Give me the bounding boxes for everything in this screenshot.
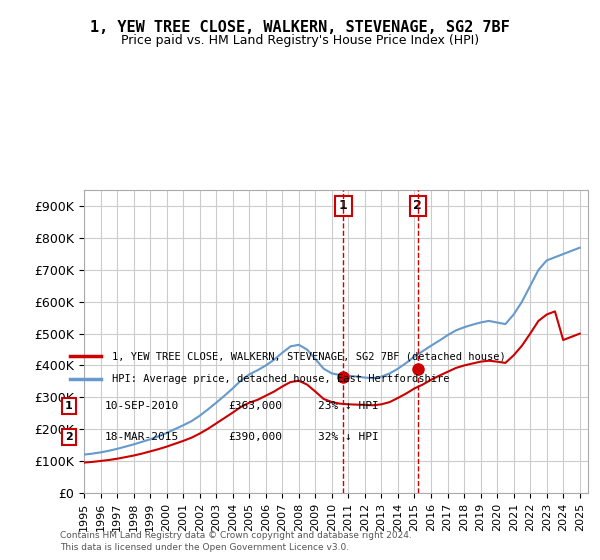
- Text: 2: 2: [413, 199, 422, 212]
- Text: 23% ↓ HPI: 23% ↓ HPI: [318, 401, 379, 411]
- Text: 1, YEW TREE CLOSE, WALKERN, STEVENAGE, SG2 7BF (detached house): 1, YEW TREE CLOSE, WALKERN, STEVENAGE, S…: [112, 351, 505, 361]
- Text: 1, YEW TREE CLOSE, WALKERN, STEVENAGE, SG2 7BF: 1, YEW TREE CLOSE, WALKERN, STEVENAGE, S…: [90, 20, 510, 35]
- Text: This data is licensed under the Open Government Licence v3.0.: This data is licensed under the Open Gov…: [60, 543, 349, 552]
- Text: 2: 2: [65, 432, 73, 442]
- Text: 10-SEP-2010: 10-SEP-2010: [105, 401, 179, 411]
- Text: £390,000: £390,000: [228, 432, 282, 442]
- Text: 32% ↓ HPI: 32% ↓ HPI: [318, 432, 379, 442]
- Text: 1: 1: [339, 199, 348, 212]
- Text: Price paid vs. HM Land Registry's House Price Index (HPI): Price paid vs. HM Land Registry's House …: [121, 34, 479, 46]
- Text: HPI: Average price, detached house, East Hertfordshire: HPI: Average price, detached house, East…: [112, 374, 449, 384]
- Text: 18-MAR-2015: 18-MAR-2015: [105, 432, 179, 442]
- Text: Contains HM Land Registry data © Crown copyright and database right 2024.: Contains HM Land Registry data © Crown c…: [60, 531, 412, 540]
- Text: 1: 1: [65, 401, 73, 411]
- Text: £363,000: £363,000: [228, 401, 282, 411]
